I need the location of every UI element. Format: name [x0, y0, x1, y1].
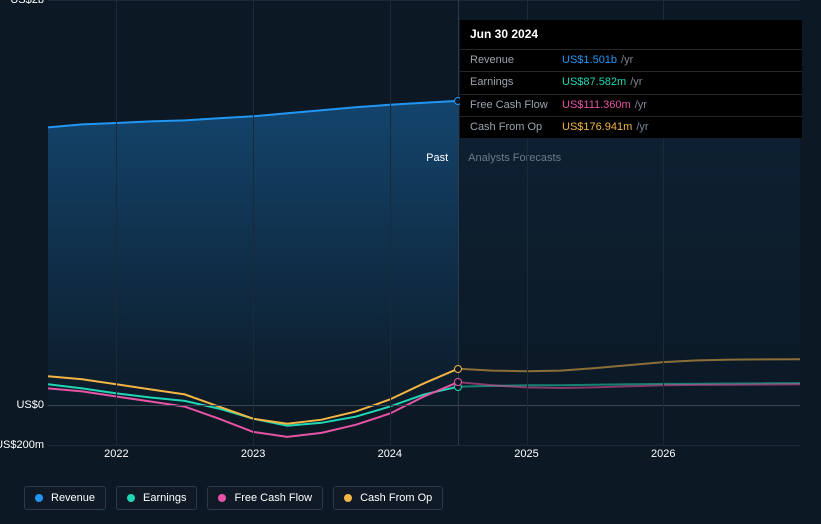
gridline-h [48, 405, 800, 406]
tooltip-metric-name: Revenue [470, 53, 562, 68]
legend-label: Revenue [51, 492, 95, 504]
x-axis-label: 2025 [514, 448, 538, 460]
legend-dot [218, 494, 226, 502]
x-axis-label: 2026 [651, 448, 675, 460]
tooltip-unit: /yr [636, 120, 648, 135]
tooltip-metric-value: US$176.941m [562, 120, 632, 135]
x-axis-label: 2023 [241, 448, 265, 460]
tooltip-metric-value: US$111.360m [562, 98, 631, 113]
legend-item-fcf[interactable]: Free Cash Flow [207, 486, 323, 510]
gridline-v [253, 0, 254, 445]
legend-dot [35, 494, 43, 502]
tooltip-unit: /yr [635, 98, 647, 113]
legend-item-cfo[interactable]: Cash From Op [333, 486, 443, 510]
legend-label: Earnings [143, 492, 186, 504]
gridline-v [390, 0, 391, 445]
tooltip-unit: /yr [630, 75, 642, 90]
y-axis-label: US$2b [10, 0, 44, 6]
gridline-h [48, 0, 800, 1]
x-axis-label: 2024 [378, 448, 402, 460]
tooltip-row: Free Cash FlowUS$111.360m/yr [460, 94, 802, 116]
forecast-label: Analysts Forecasts [468, 152, 561, 164]
legend-item-earnings[interactable]: Earnings [116, 486, 197, 510]
tooltip-row: EarningsUS$87.582m/yr [460, 71, 802, 93]
legend-dot [127, 494, 135, 502]
marker-cfo [454, 365, 462, 373]
chart-tooltip: Jun 30 2024 RevenueUS$1.501b/yrEarningsU… [460, 20, 802, 138]
y-axis-label: -US$200m [0, 439, 44, 451]
tooltip-metric-value: US$1.501b [562, 53, 617, 68]
gridline-h [48, 445, 800, 446]
gridline-v [116, 0, 117, 445]
x-axis-label: 2022 [104, 448, 128, 460]
legend-label: Free Cash Flow [234, 492, 312, 504]
tooltip-metric-name: Free Cash Flow [470, 98, 562, 113]
y-axis-label: US$0 [16, 399, 44, 411]
legend-item-revenue[interactable]: Revenue [24, 486, 106, 510]
marker-fcf [454, 378, 462, 386]
past-label: Past [426, 152, 448, 164]
tooltip-unit: /yr [621, 53, 633, 68]
tooltip-date: Jun 30 2024 [460, 20, 802, 49]
tooltip-row: RevenueUS$1.501b/yr [460, 49, 802, 71]
tooltip-metric-name: Earnings [470, 75, 562, 90]
tooltip-metric-value: US$87.582m [562, 75, 626, 90]
tooltip-metric-name: Cash From Op [470, 120, 562, 135]
chart-legend: Revenue Earnings Free Cash Flow Cash From O… [24, 486, 443, 510]
legend-label: Cash From Op [360, 492, 432, 504]
legend-dot [344, 494, 352, 502]
tooltip-row: Cash From OpUS$176.941m/yr [460, 116, 802, 138]
